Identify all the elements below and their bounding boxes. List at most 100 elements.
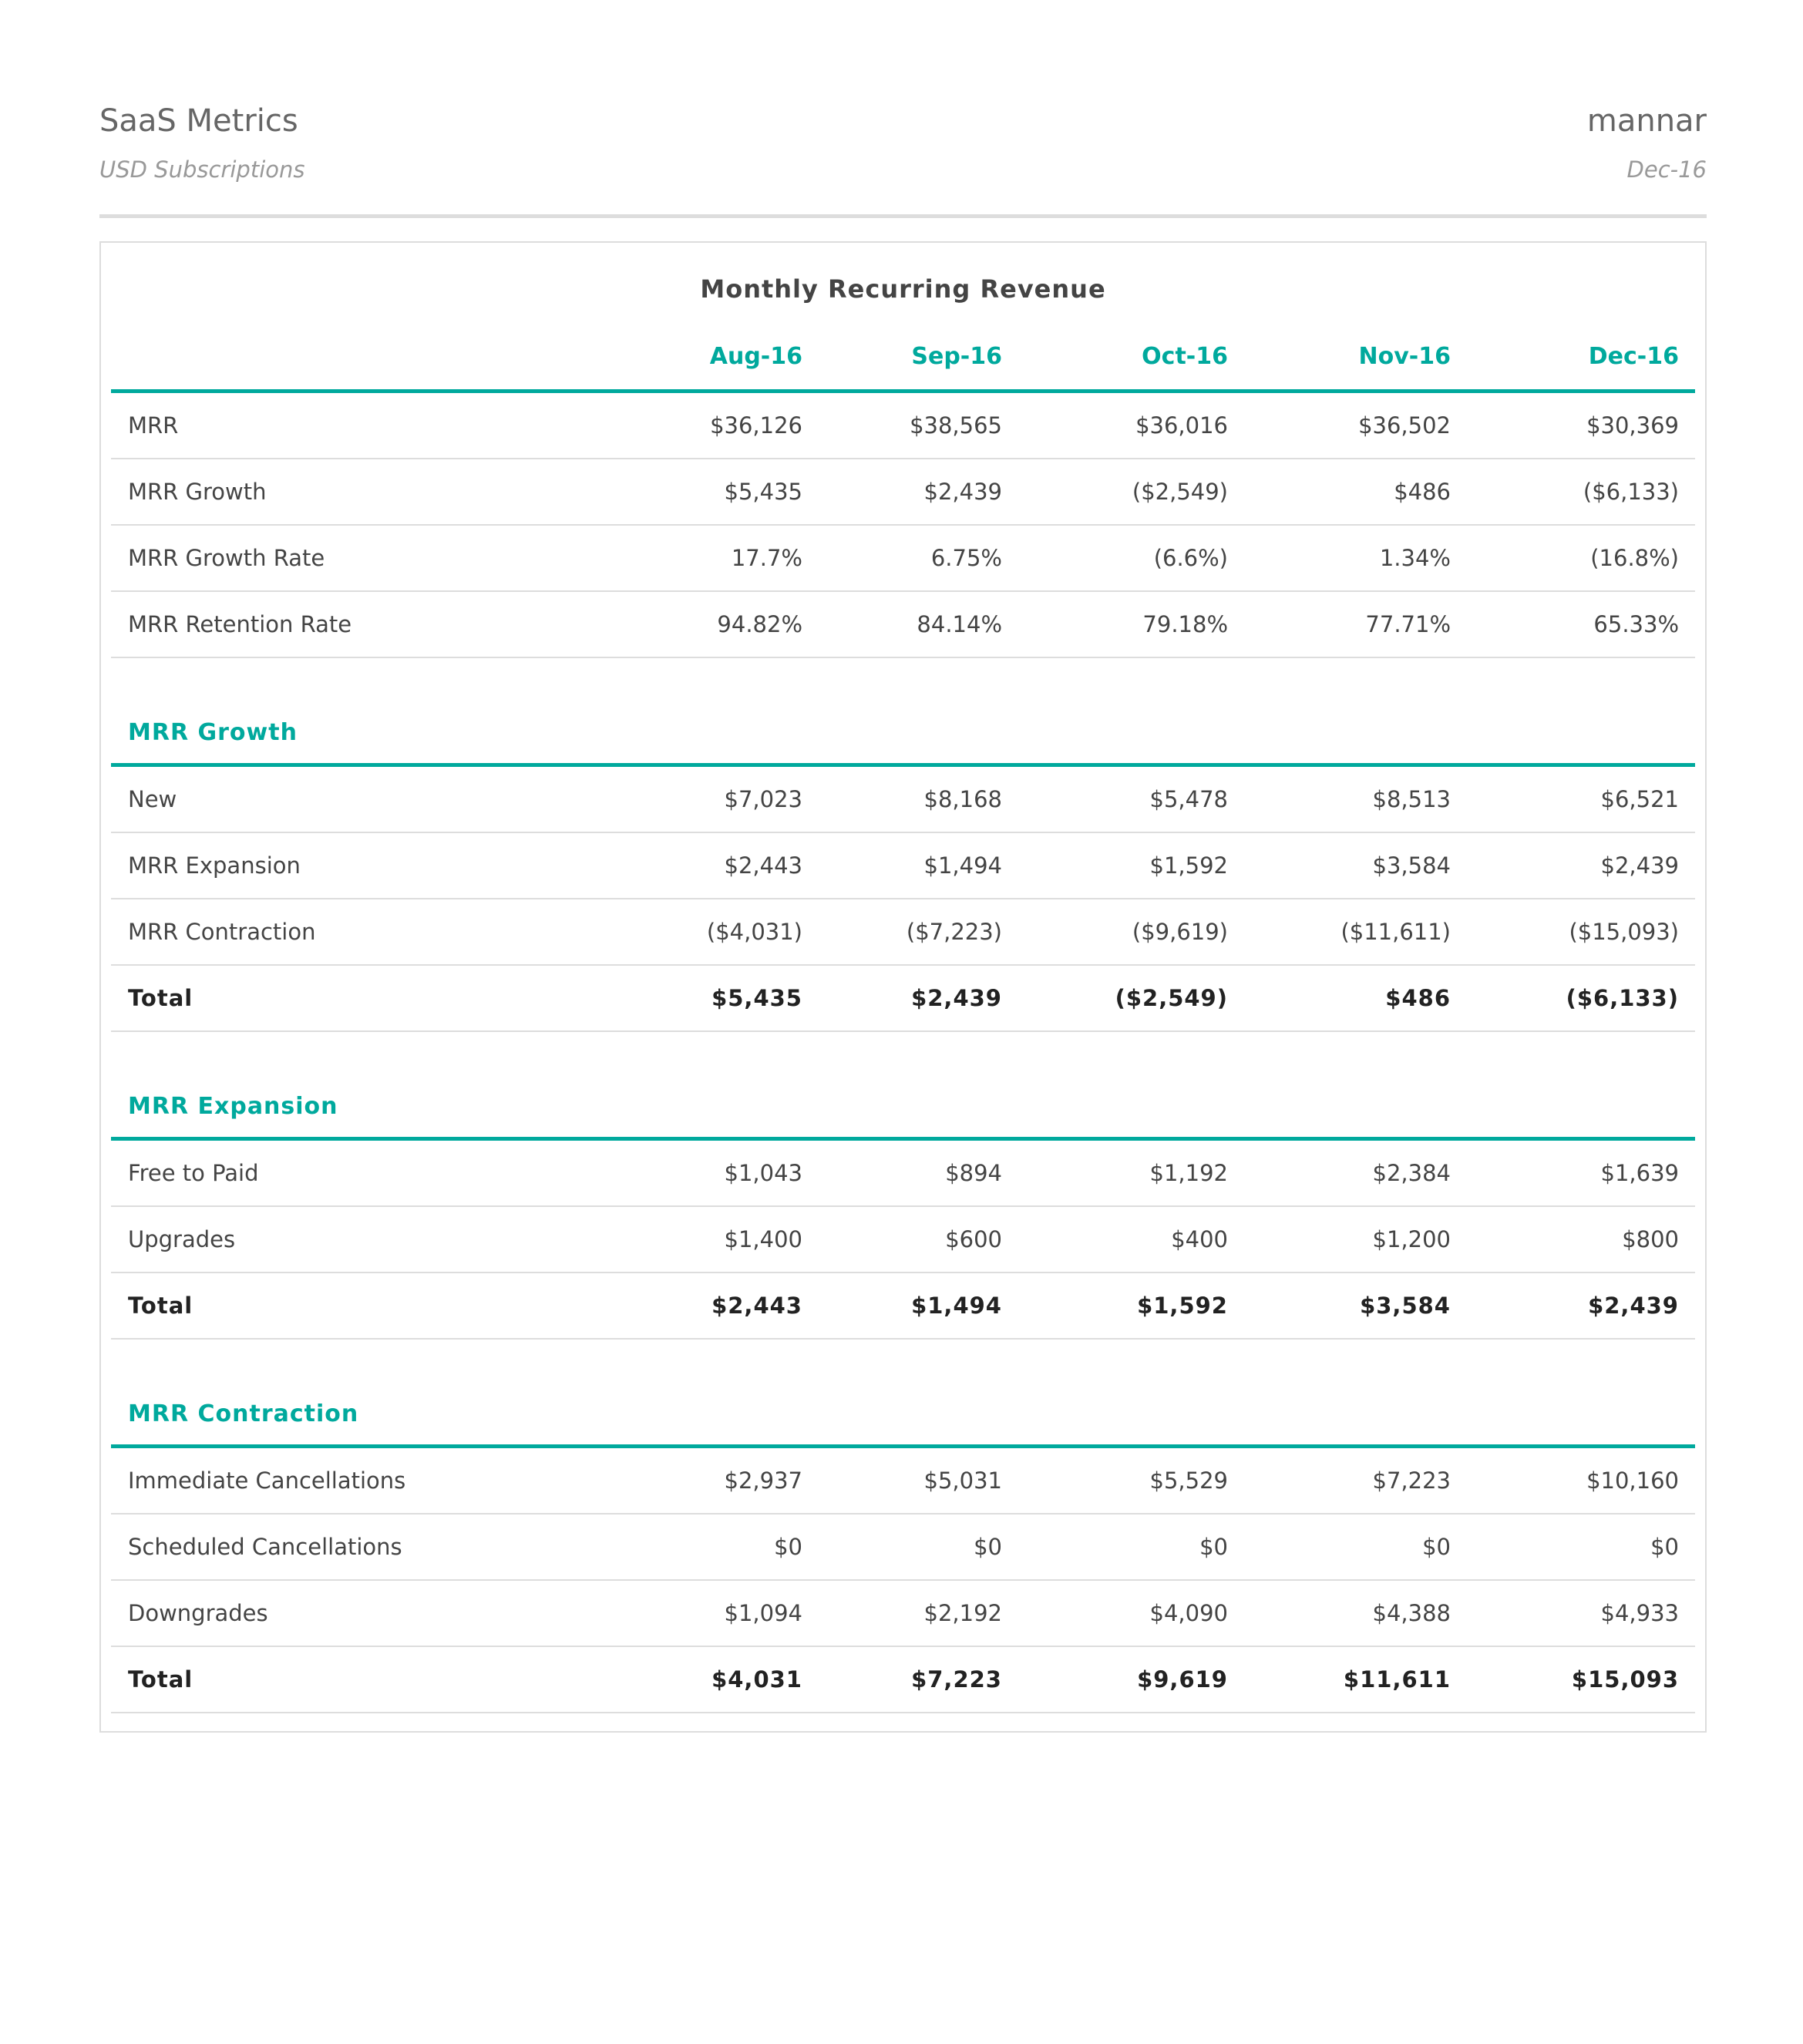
cell-value: 77.71%: [1365, 611, 1451, 637]
cell-value: $800: [1622, 1226, 1679, 1252]
cell-value: $1,639: [1600, 1160, 1679, 1186]
row-label: Immediate Cancellations: [128, 1467, 406, 1494]
month-header-row: Aug-16 Sep-16 Oct-16 Nov-16 Dec-16: [111, 335, 1695, 393]
cell-value: $600: [945, 1226, 1002, 1252]
table-row: New $7,023 $8,168 $5,478 $8,513 $6,521: [111, 767, 1695, 833]
cell-value: ($15,093): [1569, 919, 1679, 945]
cell-value: $2,439: [911, 985, 1002, 1011]
cell-value: $894: [945, 1160, 1002, 1186]
month-header: Oct-16: [1142, 342, 1228, 370]
cell-value: $2,384: [1372, 1160, 1451, 1186]
cell-value: 94.82%: [717, 611, 802, 637]
row-label: MRR Expansion: [128, 852, 301, 879]
table-row: MRR Contraction ($4,031) ($7,223) ($9,619) (…: [111, 899, 1695, 966]
cell-value: $11,611: [1343, 1666, 1451, 1693]
cell-value: $10,160: [1586, 1467, 1679, 1494]
table-row: MRR Growth $5,435 $2,439 ($2,549) $486 ($6,13…: [111, 459, 1695, 526]
total-row: Total $2,443 $1,494 $1,592 $3,584 $2,439: [111, 1273, 1695, 1340]
table-row: Upgrades $1,400 $600 $400 $1,200 $800: [111, 1207, 1695, 1273]
cell-value: 17.7%: [731, 545, 802, 571]
cell-value: $400: [1171, 1226, 1228, 1252]
cell-value: ($9,619): [1132, 919, 1228, 945]
month-header: Nov-16: [1358, 342, 1451, 370]
month-header: Aug-16: [709, 342, 802, 370]
row-label: MRR Growth Rate: [128, 545, 325, 571]
mrr-table: Monthly Recurring Revenue Aug-16 Sep-16 …: [111, 243, 1695, 1713]
cell-value: ($7,223): [906, 919, 1002, 945]
section-heading: MRR Growth: [111, 658, 1695, 767]
table-row: MRR $36,126 $38,565 $36,016 $36,502 $30,369: [111, 393, 1695, 459]
total-row: Total $5,435 $2,439 ($2,549) $486 ($6,133): [111, 966, 1695, 1032]
cell-value: ($6,133): [1583, 479, 1679, 505]
cell-value: $5,529: [1149, 1467, 1228, 1494]
cell-value: $7,223: [1372, 1467, 1451, 1494]
cell-value: $8,513: [1372, 786, 1451, 812]
row-label: Scheduled Cancellations: [128, 1534, 402, 1560]
cell-value: $2,443: [711, 1293, 802, 1319]
cell-value: $0: [974, 1534, 1002, 1560]
cell-value: ($6,133): [1566, 985, 1679, 1011]
row-label: Upgrades: [128, 1226, 236, 1252]
report-period: Dec-16: [1626, 156, 1707, 183]
month-header: Sep-16: [911, 342, 1002, 370]
cell-value: $7,023: [724, 786, 802, 812]
cell-value: $2,192: [923, 1600, 1002, 1626]
table-row: MRR Retention Rate 94.82% 84.14% 79.18% 77.7…: [111, 592, 1695, 658]
row-label: Free to Paid: [128, 1160, 259, 1186]
cell-value: ($2,549): [1115, 985, 1228, 1011]
row-label: Downgrades: [128, 1600, 268, 1626]
cell-value: $36,502: [1358, 412, 1451, 439]
table-row: MRR Expansion $2,443 $1,494 $1,592 $3,584 $2,…: [111, 833, 1695, 899]
cell-value: $36,016: [1135, 412, 1228, 439]
row-label: Total: [128, 1293, 193, 1319]
table-title: Monthly Recurring Revenue: [700, 274, 1106, 304]
cell-value: 79.18%: [1142, 611, 1228, 637]
cell-value: 84.14%: [917, 611, 1002, 637]
cell-value: $4,933: [1600, 1600, 1679, 1626]
row-label: MRR Growth: [128, 479, 267, 505]
cell-value: (6.6%): [1153, 545, 1228, 571]
month-header: Dec-16: [1588, 342, 1679, 370]
cell-value: $5,478: [1149, 786, 1228, 812]
table-row: Free to Paid $1,043 $894 $1,192 $2,384 $1,639: [111, 1141, 1695, 1207]
section-heading: MRR Expansion: [111, 1032, 1695, 1141]
cell-value: $1,494: [923, 852, 1002, 879]
cell-value: $0: [1199, 1534, 1228, 1560]
cell-value: $4,031: [711, 1666, 802, 1693]
cell-value: $2,439: [923, 479, 1002, 505]
table-row: Immediate Cancellations $2,937 $5,031 $5,52…: [111, 1448, 1695, 1515]
row-label: New: [128, 786, 177, 812]
cell-value: ($4,031): [706, 919, 802, 945]
cell-value: $5,031: [923, 1467, 1002, 1494]
cell-value: ($2,549): [1132, 479, 1228, 505]
cell-value: $0: [1422, 1534, 1451, 1560]
cell-value: $0: [1650, 1534, 1679, 1560]
cell-value: $1,043: [724, 1160, 802, 1186]
cell-value: $3,584: [1372, 852, 1451, 879]
cell-value: $486: [1385, 985, 1451, 1011]
header-divider: [99, 214, 1707, 218]
cell-value: $2,439: [1600, 852, 1679, 879]
row-label: Total: [128, 1666, 193, 1693]
row-label: MRR Contraction: [128, 919, 316, 945]
cell-value: 6.75%: [930, 545, 1002, 571]
cell-value: $2,443: [724, 852, 802, 879]
table-row: Downgrades $1,094 $2,192 $4,090 $4,388 $4,933: [111, 1581, 1695, 1647]
cell-value: $7,223: [911, 1666, 1002, 1693]
cell-value: $38,565: [910, 412, 1002, 439]
cell-value: $2,937: [724, 1467, 802, 1494]
cell-value: $3,584: [1360, 1293, 1451, 1319]
cell-value: $1,200: [1372, 1226, 1451, 1252]
cell-value: $15,093: [1571, 1666, 1679, 1693]
cell-value: $4,388: [1372, 1600, 1451, 1626]
cell-value: $9,619: [1137, 1666, 1228, 1693]
user-name: mannar: [1586, 103, 1707, 139]
cell-value: $1,400: [724, 1226, 802, 1252]
cell-value: $6,521: [1600, 786, 1679, 812]
cell-value: $1,592: [1137, 1293, 1228, 1319]
total-row: Total $4,031 $7,223 $9,619 $11,611 $15,093: [111, 1647, 1695, 1713]
row-label: Total: [128, 985, 193, 1011]
cell-value: $1,494: [911, 1293, 1002, 1319]
cell-value: $36,126: [710, 412, 802, 439]
cell-value: $8,168: [923, 786, 1002, 812]
